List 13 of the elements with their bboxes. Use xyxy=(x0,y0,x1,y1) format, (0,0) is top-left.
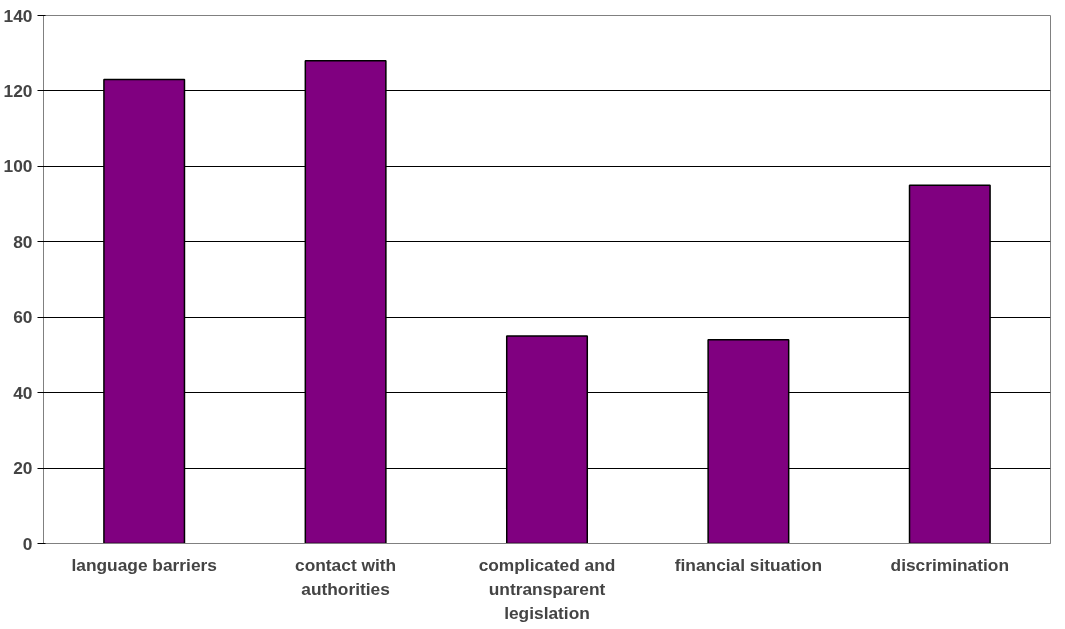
y-tick-label: 60 xyxy=(13,307,33,328)
x-tick-label: discrimination xyxy=(890,554,1010,575)
y-tick-label: 40 xyxy=(13,382,33,403)
y-tick-label: 20 xyxy=(13,458,33,479)
y-tick-label: 100 xyxy=(3,156,33,177)
y-tick-label: 0 xyxy=(22,533,33,554)
x-tick-label: language barriers xyxy=(71,554,217,575)
x-tick-label: complicated and untransparent legislation xyxy=(478,554,616,623)
y-tick-label: 120 xyxy=(3,80,33,101)
x-tick-label: contact with authorities xyxy=(295,554,397,599)
x-tick-label: financial situation xyxy=(674,554,823,575)
y-tick-label: 140 xyxy=(3,5,33,26)
y-tick-label: 80 xyxy=(13,231,33,252)
